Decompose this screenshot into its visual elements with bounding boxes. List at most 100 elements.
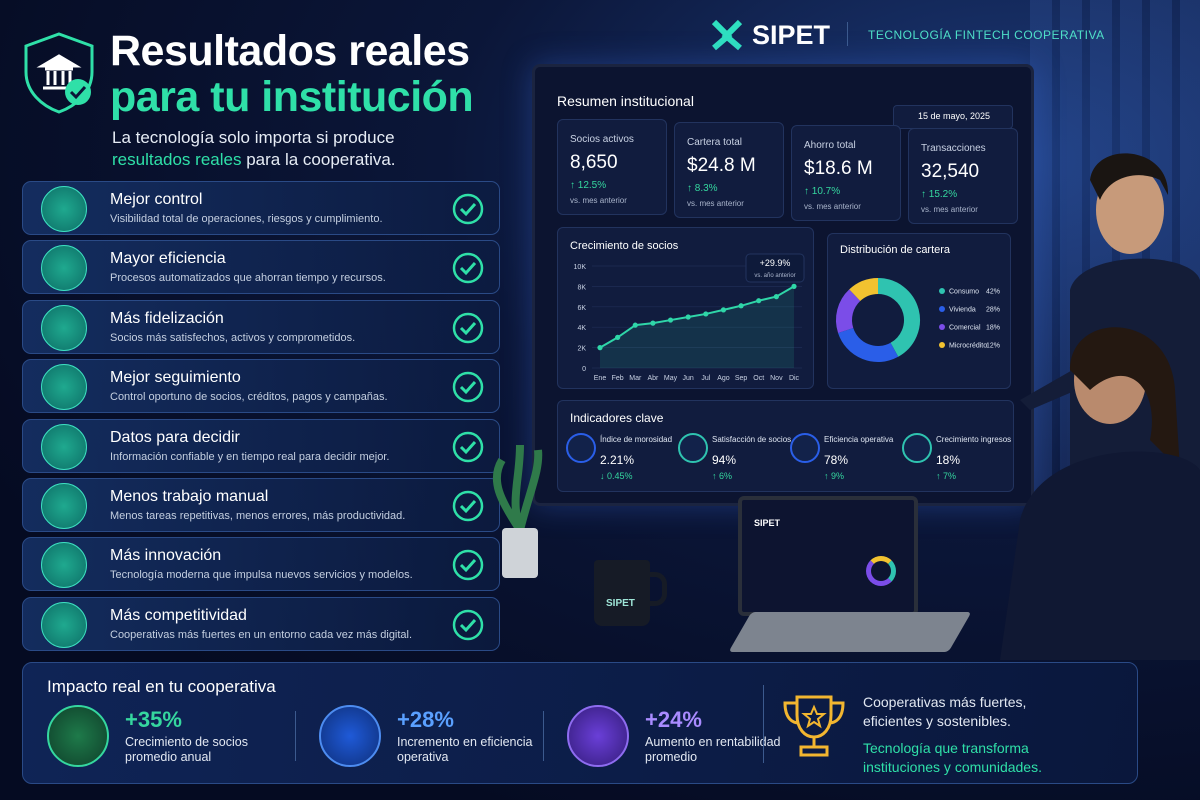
donut-segment [877,278,920,357]
indicator-change: ↓ 0.45% [600,471,633,481]
title-line-2: para tu institución [110,73,474,121]
benefit-icon [41,304,87,351]
line-area [600,286,794,368]
brand-logo [711,19,743,51]
benefit-description: Menos tareas repetitivas, menos errores,… [110,510,406,522]
donut-segment [838,327,899,362]
x-tick-label: May [664,375,678,382]
benefit-icon [41,364,87,411]
legend-label: Vivienda [949,307,976,314]
up-arrow: ↑ [921,189,929,200]
closing-highlight-1: Tecnología que transforma [863,740,1029,756]
x-tick-label: Dic [789,375,800,382]
benefit-row: Más fidelización Socios más satisfechos, … [22,299,500,354]
distribution-card: Distribución de cartera Consumo 42% Vivien… [827,233,1011,389]
brand-name: SIPET [752,20,831,50]
impact-label-1: Aumento en rentabilidad [645,735,781,749]
y-tick-label: 10K [574,264,587,271]
donut-segment [836,289,861,333]
y-tick-label: 0 [582,366,586,373]
y-tick-label: 4K [577,325,586,332]
benefit-row: Mejor seguimiento Control oportuno de soc… [22,359,500,414]
indicator-change-value: 0.45% [607,471,633,481]
check-icon [452,609,484,641]
impact-label-2: promedio anual [125,750,212,764]
subtitle-line-1: La tecnología solo importa si produce [112,128,395,147]
people-illustration [1000,153,1200,660]
donut-segment [849,278,879,302]
closing-line-1: Cooperativas más fuertes, [863,694,1027,710]
legend-value: 12% [986,343,1000,350]
kpi-value: $24.8 M [687,155,756,176]
kpi-change-value: 15.2% [928,189,958,200]
benefit-description: Visibilidad total de operaciones, riesgo… [110,213,383,225]
benefit-row: Más competitividad Cooperativas más fuert… [22,596,500,651]
kpi-change: ↑ 12.5% [570,180,606,191]
kpi-card: Transacciones 32,540 ↑ 15.2% vs. mes anteri… [908,128,1018,224]
divider [543,711,544,761]
kpi-change-value: 12.5% [577,180,607,191]
check-icon [452,312,484,344]
kpi-label: Ahorro total [804,140,856,151]
x-tick-label: Ago [717,375,730,382]
check-icon [452,193,484,225]
kpi-change: ↑ 15.2% [921,189,957,200]
benefit-icon [41,423,87,470]
line-point [632,322,638,328]
check-icon [452,371,484,403]
line-point [615,334,621,340]
date-picker[interactable]: 15 de mayo, 2025 [893,105,1013,129]
indicators-card: Indicadores clave Índice de morosidad 2.2… [557,400,1014,492]
impact-label-1: Incremento en eficiencia [397,735,533,749]
shield-icon [24,32,94,114]
up-arrow: ↑ [712,471,720,481]
legend-value: 28% [986,307,1000,314]
up-arrow: ↑ [570,180,578,191]
divider [295,711,296,761]
distribution-title: Distribución de cartera [840,244,951,256]
subtitle-highlight: resultados reales [112,150,242,169]
indicator-value: 2.21% [600,453,635,467]
check-icon [452,490,484,522]
legend-swatch [939,306,945,312]
indicator-icon [902,433,932,463]
kpi-value: 32,540 [921,161,980,182]
benefit-title: Más innovación [110,547,222,565]
impact-title: Impacto real en tu cooperativa [47,677,276,696]
trophy-icon [783,695,845,757]
legend-value: 42% [986,289,1000,296]
benefit-description: Información confiable y en tiempo real p… [110,450,390,463]
laptop-screen: SIPET [738,496,918,616]
benefit-icon [41,483,87,529]
indicator-label: Satisfacción de socios [712,435,792,444]
up-arrow: ↑ [824,471,832,481]
indicator-icon [566,433,596,463]
kpi-note: vs. mes anterior [570,196,627,205]
subtitle-end: para la cooperativa. [246,150,396,169]
benefit-icon [41,186,87,232]
benefit-row: Más innovación Tecnología moderna que imp… [22,537,500,592]
line-point [773,294,779,300]
kpi-change: ↑ 8.3% [687,183,718,194]
brand-tagline: TECNOLOGÍA FINTECH COOPERATIVA [868,28,1105,42]
kpi-note: vs. mes anterior [804,202,861,211]
up-arrow: ↑ [936,471,944,481]
closing-highlight-2: instituciones y comunidades. [863,759,1042,775]
closing-line-2: eficientes y sostenibles. [863,713,1011,729]
indicator-value: 18% [936,453,961,467]
kpi-label: Transacciones [921,143,986,154]
line-point [791,283,797,289]
indicators-title: Indicadores clave [570,411,664,425]
benefit-icon [41,601,87,648]
legend-value: 18% [986,325,1000,332]
up-arrow: ↑ [687,183,695,194]
benefit-description: Socios más satisfechos, activos y compro… [110,331,356,344]
laptop-brand: SIPET [754,518,781,528]
kpi-value: $18.6 M [804,158,873,179]
benefit-title: Más competitividad [110,606,247,624]
kpi-value: 8,650 [570,152,618,173]
x-tick-label: Jun [683,375,694,382]
kpi-card: Ahorro total $18.6 M ↑ 10.7% vs. mes anteri… [791,125,901,221]
distribution-chart: Consumo 42% Vivienda 28% Comercial 18% Microcr… [836,278,1000,362]
